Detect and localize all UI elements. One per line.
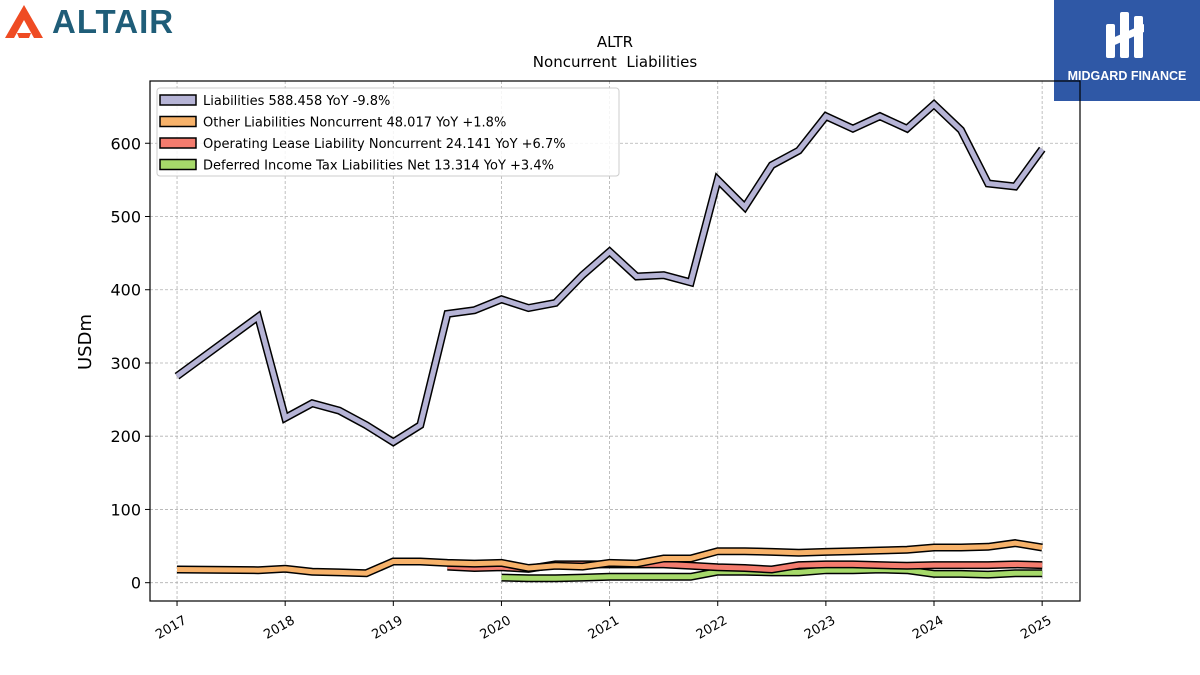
x-tick-label: 2021 [586,613,622,643]
series-lines [174,98,1046,583]
series-line-stroke [176,540,1043,576]
x-tick-label: 2020 [478,613,514,643]
x-tick-label: 2024 [910,613,946,643]
x-tick-label: 2023 [802,613,838,643]
series-line [176,539,1043,578]
midgard-finance-logo-mark-icon [1106,12,1144,58]
altair-logo-text: ALTAIR [52,3,175,40]
legend-entry: Other Liabilities Noncurrent 48.017 YoY … [203,116,506,131]
y-tick-label: 300 [110,354,141,373]
chart-subtitle: Noncurrent Liabilities [533,53,698,71]
x-tick-label: 2019 [369,613,405,643]
x-tick-label: 2025 [1018,613,1054,643]
series-line [174,98,1046,447]
legend-entry: Operating Lease Liability Noncurrent 24.… [203,137,566,152]
legend: Liabilities 588.458 YoY -9.8% Other Liabi… [156,87,620,177]
midgard-finance-logo: MIDGARD FINANCE [1054,0,1200,101]
y-tick-label: 400 [110,281,141,300]
x-tick-label: 2018 [261,613,297,643]
chart-title: ALTR [597,33,633,51]
altair-logo: ALTAIR [4,2,174,42]
y-tick-label: 100 [110,500,141,519]
plot-frame [149,80,1081,602]
legend-box [156,87,620,177]
y-tick-label: 500 [110,207,141,226]
x-tick-label: 2017 [153,613,189,643]
legend-swatch [159,94,197,106]
legend-swatch [159,115,197,128]
y-axis-label: USDm [75,314,96,370]
y-tick-label: 0 [131,574,141,593]
y-tick-label: 200 [110,427,141,446]
legend-entry: Liabilities 588.458 YoY -9.8% [203,94,390,109]
altair-logo-mark-icon [5,5,43,38]
legend-swatch [159,137,197,149]
legend-swatch [159,158,197,171]
midgard-finance-logo-text: MIDGARD FINANCE [1067,69,1187,83]
y-tick-label: 600 [110,134,141,153]
x-tick-label: 2022 [694,613,730,643]
legend-entry: Deferred Income Tax Liabilities Net 13.3… [203,159,554,174]
series-line-stroke [175,100,1045,446]
